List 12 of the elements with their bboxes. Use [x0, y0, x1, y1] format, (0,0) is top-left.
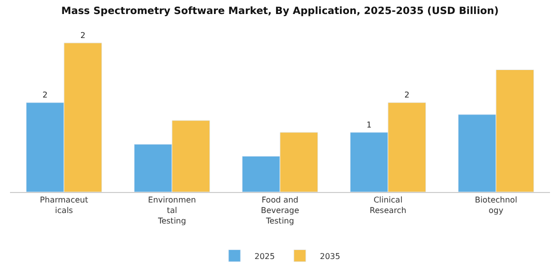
- data-label: 2: [80, 30, 86, 40]
- data-label: 1: [366, 120, 372, 130]
- legend-label: 2035: [320, 252, 340, 261]
- legend-label: 2025: [254, 252, 275, 261]
- x-tick-label: Food and Beverage Testing: [260, 196, 300, 226]
- chart-title: Mass Spectrometry Software Market, By Application, 2025-2035 (USD Billion): [61, 6, 499, 17]
- x-tick-label: Pharmaceut icals: [40, 196, 88, 215]
- x-tick-label: Biotechnol ogy: [474, 196, 518, 215]
- data-label: 2: [404, 90, 410, 100]
- data-label: 2: [42, 90, 48, 100]
- x-tick-label: Clinical Research: [370, 196, 406, 215]
- x-tick-label: Environmen tal Testing: [148, 196, 196, 226]
